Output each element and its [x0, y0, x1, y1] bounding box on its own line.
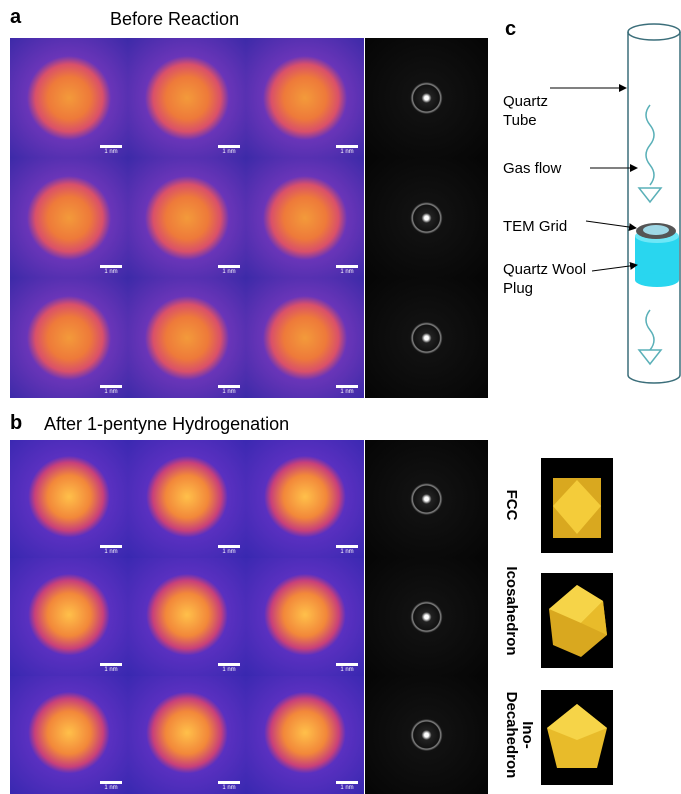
- fft-image: [365, 558, 488, 676]
- panel-title: After 1-pentyne Hydrogenation: [44, 414, 289, 435]
- micrograph: 1 nm: [10, 440, 128, 558]
- micrograph: 1 nm: [10, 158, 128, 278]
- tube-diagram: [490, 20, 681, 390]
- micrograph: 1 nm: [10, 38, 128, 158]
- callout: TEM Grid: [503, 217, 603, 236]
- fft-image: [365, 38, 488, 158]
- icosahedron-model: [541, 573, 613, 668]
- scale-bar: 1 nm: [218, 265, 240, 275]
- scale-bar: 1 nm: [336, 385, 358, 395]
- decahedron-model: [541, 690, 613, 785]
- micrograph: 1 nm: [246, 440, 364, 558]
- structure-label: Ino-Decahedron: [503, 687, 535, 783]
- micrograph: 1 nm: [10, 558, 128, 676]
- callout: Gas flow: [503, 159, 603, 178]
- structure-label: FCC: [503, 457, 519, 553]
- scale-bar: 1 nm: [336, 545, 358, 555]
- scale-bar: 1 nm: [100, 265, 122, 275]
- panel-label: a: [10, 6, 21, 29]
- scale-bar: 1 nm: [100, 545, 122, 555]
- callout: Quartz Tube: [503, 92, 583, 130]
- micrograph: 1 nm: [128, 158, 246, 278]
- scale-bar: 1 nm: [100, 385, 122, 395]
- micrograph: 1 nm: [128, 278, 246, 398]
- micrograph: 1 nm: [246, 676, 364, 794]
- scale-bar: 1 nm: [336, 145, 358, 155]
- fft-image: [365, 158, 488, 278]
- micrograph: 1 nm: [128, 676, 246, 794]
- scale-bar: 1 nm: [336, 265, 358, 275]
- fcc-model: [541, 458, 613, 553]
- fft-image: [365, 440, 488, 558]
- scale-bar: 1 nm: [336, 781, 358, 791]
- micrograph: 1 nm: [128, 38, 246, 158]
- scale-bar: 1 nm: [100, 145, 122, 155]
- scale-bar: 1 nm: [218, 145, 240, 155]
- micrograph: 1 nm: [246, 158, 364, 278]
- callout: Quartz Wool Plug: [503, 260, 588, 298]
- micrograph: 1 nm: [246, 558, 364, 676]
- micrograph: 1 nm: [128, 558, 246, 676]
- micrograph: 1 nm: [246, 278, 364, 398]
- micrograph: 1 nm: [10, 278, 128, 398]
- scale-bar: 1 nm: [336, 663, 358, 673]
- scale-bar: 1 nm: [218, 663, 240, 673]
- fft-image: [365, 676, 488, 794]
- structure-label: Icosahedron: [503, 563, 519, 659]
- panel-label: b: [10, 412, 22, 435]
- fft-image: [365, 278, 488, 398]
- scale-bar: 1 nm: [100, 663, 122, 673]
- micrograph: 1 nm: [128, 440, 246, 558]
- micrograph: 1 nm: [246, 38, 364, 158]
- micrograph: 1 nm: [10, 676, 128, 794]
- scale-bar: 1 nm: [218, 781, 240, 791]
- figure: a Before Reaction b After 1-pentyne Hydr…: [0, 0, 681, 794]
- scale-bar: 1 nm: [218, 545, 240, 555]
- panel-title: Before Reaction: [110, 9, 239, 30]
- scale-bar: 1 nm: [218, 385, 240, 395]
- scale-bar: 1 nm: [100, 781, 122, 791]
